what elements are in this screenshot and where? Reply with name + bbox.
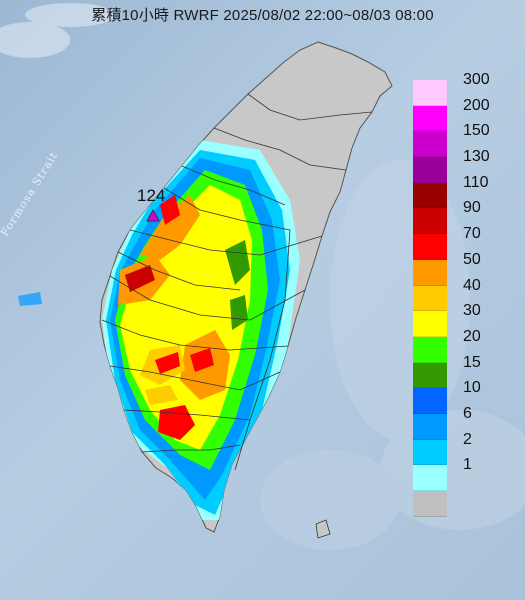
legend-label: 300	[463, 71, 490, 88]
color-legend: 300 200 150 130 110 90 70 50 40 30 20 15 10 6 2 1	[413, 72, 525, 517]
legend-row: 110	[413, 174, 525, 209]
legend-label: 40	[463, 276, 481, 294]
legend-row: 130	[413, 149, 525, 183]
legend-swatch	[413, 259, 447, 286]
legend-label: 15	[463, 353, 481, 371]
legend-row: 150	[413, 123, 525, 158]
legend-swatch	[413, 388, 447, 414]
legend-swatch	[413, 413, 447, 440]
legend-row: 300	[413, 72, 525, 106]
legend-row	[413, 491, 525, 517]
legend-row: 15	[413, 354, 525, 389]
legend-row: 10	[413, 380, 525, 414]
legend-label: 110	[463, 173, 489, 191]
legend-swatch	[413, 439, 447, 466]
penghu-islands	[18, 292, 42, 306]
legend-swatch	[413, 336, 447, 363]
legend-label: 2	[463, 430, 472, 448]
legend-label: 30	[463, 302, 481, 320]
county-boundaries	[101, 93, 373, 471]
legend-row: 20	[413, 328, 525, 363]
legend-swatch	[413, 362, 447, 389]
legend-row: 90	[413, 200, 525, 235]
legend-row: 30	[413, 303, 525, 337]
legend-row: 70	[413, 226, 525, 260]
legend-row: 2	[413, 431, 525, 466]
legend-label: 200	[463, 96, 490, 114]
legend-swatch	[413, 285, 447, 312]
legend-label: 90	[463, 199, 481, 217]
legend-label: 50	[463, 250, 481, 268]
legend-swatch	[413, 182, 447, 209]
legend-label: 6	[463, 404, 472, 422]
max-station-value: 124	[137, 186, 166, 205]
legend-swatch	[413, 465, 447, 491]
legend-row: 6	[413, 405, 525, 440]
legend-swatch	[413, 208, 447, 235]
legend-label: 70	[463, 225, 481, 243]
legend-swatch	[413, 105, 447, 132]
green-island	[315, 519, 331, 539]
legend-row: 1	[413, 457, 525, 491]
legend-swatch	[413, 131, 447, 158]
legend-label: 10	[463, 379, 481, 397]
map-title: 累積10小時 RWRF 2025/08/02 22:00~08/03 08:00	[91, 7, 434, 24]
legend-row: 200	[413, 97, 525, 132]
legend-row: 40	[413, 277, 525, 312]
legend-label: 130	[463, 148, 490, 166]
legend-swatch	[413, 491, 447, 517]
legend-swatch	[413, 157, 447, 183]
legend-swatch	[413, 311, 447, 337]
rainfall-field	[102, 140, 300, 520]
max-station-marker	[146, 208, 160, 222]
legend-label: 1	[463, 456, 472, 474]
legend-swatch	[413, 80, 447, 106]
legend-row: 50	[413, 251, 525, 286]
legend-label: 150	[463, 122, 490, 140]
legend-swatch	[413, 234, 447, 260]
legend-label: 20	[463, 327, 481, 345]
